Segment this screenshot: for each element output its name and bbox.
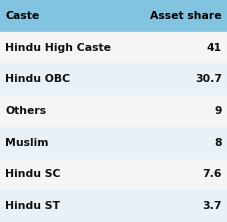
Text: 8: 8	[215, 138, 222, 148]
Bar	[0, 159, 227, 190]
Text: Hindu SC: Hindu SC	[5, 169, 61, 179]
Text: 3.7: 3.7	[202, 201, 222, 211]
Bar	[0, 0, 227, 32]
Text: 7.6: 7.6	[202, 169, 222, 179]
Text: 9: 9	[215, 106, 222, 116]
Text: Asset share: Asset share	[150, 11, 222, 21]
Text: 30.7: 30.7	[195, 74, 222, 84]
Bar	[0, 95, 227, 127]
Text: Hindu ST: Hindu ST	[5, 201, 60, 211]
Text: Others: Others	[5, 106, 46, 116]
Bar	[0, 190, 227, 222]
Text: Hindu OBC: Hindu OBC	[5, 74, 70, 84]
Text: Caste: Caste	[5, 11, 39, 21]
Bar	[0, 127, 227, 159]
Text: 41: 41	[207, 43, 222, 53]
Text: Muslim: Muslim	[5, 138, 49, 148]
Bar	[0, 63, 227, 95]
Bar	[0, 32, 227, 63]
Text: Hindu High Caste: Hindu High Caste	[5, 43, 111, 53]
